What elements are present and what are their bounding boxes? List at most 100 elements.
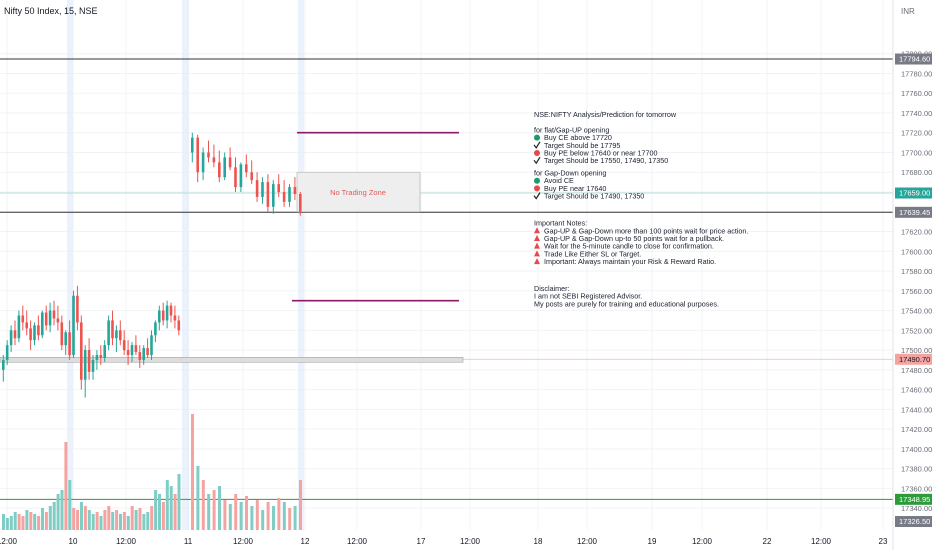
candle-body — [239, 164, 243, 188]
price-tick-label: 17480.00 — [901, 366, 932, 375]
volume-bar — [165, 480, 169, 530]
time-tick-label: 19 — [648, 537, 657, 546]
candle-body — [161, 310, 165, 321]
no-trading-zone[interactable]: No Trading Zone — [296, 171, 421, 213]
volume-bar — [169, 486, 173, 530]
candle-up — [103, 340, 106, 362]
candle-body — [13, 330, 17, 339]
candle-down — [207, 140, 210, 163]
volume-bar — [13, 512, 17, 530]
price-tick-label: 17440.00 — [901, 405, 932, 414]
volume-bar — [126, 516, 130, 530]
price-tag-bg — [895, 187, 932, 199]
candle-body — [37, 325, 40, 336]
volume-bar — [234, 494, 238, 530]
checkmark-icon — [533, 156, 541, 165]
candle-body — [191, 137, 194, 153]
candle-down — [228, 147, 232, 171]
candle-body — [2, 359, 5, 370]
price-tag: 17490.70 — [895, 353, 932, 365]
analysis-notes: NSE:NIFTY Analysis/Prediction for tomorr… — [533, 110, 748, 308]
time-tick-label: 11 — [184, 537, 193, 546]
price-tag: 17639.45 — [895, 206, 932, 218]
price-tag: 17659.00 — [895, 187, 932, 199]
volume-bar — [2, 514, 5, 530]
volume-bar — [99, 516, 103, 530]
price-tick-label: 17720.00 — [901, 129, 932, 138]
candle-body — [99, 355, 103, 358]
candle-body — [177, 320, 181, 331]
volume-bar — [130, 506, 134, 530]
candle-up — [41, 310, 44, 339]
candle-down — [119, 320, 122, 346]
candle-body — [44, 312, 48, 326]
volume-bar — [111, 512, 115, 530]
candle-up — [5, 340, 9, 365]
candle-down — [44, 305, 48, 331]
volume-bar — [299, 480, 302, 530]
candle-up — [261, 177, 264, 204]
candle-down — [87, 338, 91, 380]
time-tick-label: 12:00 — [347, 537, 368, 546]
time-axis[interactable]: 12:00 10 12:00 11 12:00 12 12:00 17 12:00 18 12:00… — [0, 537, 888, 546]
price-tick-label: 17420.00 — [901, 425, 932, 434]
volume-bar — [272, 506, 275, 530]
candle-up — [9, 325, 13, 353]
candle-up — [48, 302, 52, 333]
flat-title: for flat/Gap-UP opening — [534, 125, 609, 134]
note-line: Target Should be 17550, 17490, 17350 — [544, 156, 668, 165]
session-band — [67, 0, 73, 530]
price-tick-label: 17780.00 — [901, 69, 932, 78]
time-tick-label: 22 — [763, 537, 772, 546]
candle-down — [282, 180, 286, 207]
disclaimer-line: I am not SEBI Registered Advisor. — [534, 292, 642, 301]
volume-bar — [107, 506, 111, 530]
candle-body — [169, 305, 173, 316]
green-circle-icon — [534, 134, 540, 141]
time-tick-label: 12:00 — [811, 537, 832, 546]
volume-bar — [122, 512, 126, 530]
candle-body — [146, 348, 149, 356]
price-tag-bg — [895, 493, 932, 505]
candle-body — [150, 335, 153, 356]
price-tag-label: 17490.70 — [899, 355, 930, 364]
candle-body — [87, 350, 91, 372]
volume-bar — [9, 516, 13, 530]
candle-up — [107, 315, 110, 351]
candle-down — [177, 315, 181, 336]
volume-bar — [48, 506, 52, 530]
candle-body — [115, 330, 118, 339]
candle-up — [158, 305, 161, 331]
volume-bar — [68, 480, 72, 530]
candle-body — [9, 330, 13, 346]
price-tag: 17326.50 — [895, 516, 932, 528]
volume-bar — [142, 514, 146, 530]
warning-icon — [534, 258, 540, 265]
price-axis[interactable]: 17340.00 17360.00 17380.00 17400.00 17420.00… — [892, 0, 932, 550]
volume-bar — [56, 494, 60, 530]
zone-box[interactable] — [296, 171, 421, 213]
checkmark-icon — [533, 141, 541, 149]
volume-bar — [60, 490, 64, 530]
note-line: Avoid CE — [544, 176, 574, 185]
volume-bar — [25, 510, 29, 530]
candle-up — [17, 310, 21, 343]
volume-bar — [191, 414, 194, 530]
warning-icon — [534, 234, 540, 241]
warning-icon — [534, 250, 540, 257]
candle-body — [56, 318, 60, 323]
candle-body — [282, 192, 286, 202]
candle-body — [196, 137, 199, 173]
candle-down — [80, 315, 83, 390]
candle-body — [80, 322, 83, 380]
candle-down — [21, 305, 25, 331]
candle-down — [169, 302, 173, 323]
price-tick-label: 17760.00 — [901, 89, 932, 98]
session-band — [298, 0, 304, 530]
time-tick-label: 12 — [301, 537, 310, 546]
candle-down — [138, 345, 142, 368]
candle-body — [5, 345, 9, 360]
volume-bar — [207, 494, 211, 530]
gapdown-title: for Gap-Down opening — [534, 169, 606, 178]
